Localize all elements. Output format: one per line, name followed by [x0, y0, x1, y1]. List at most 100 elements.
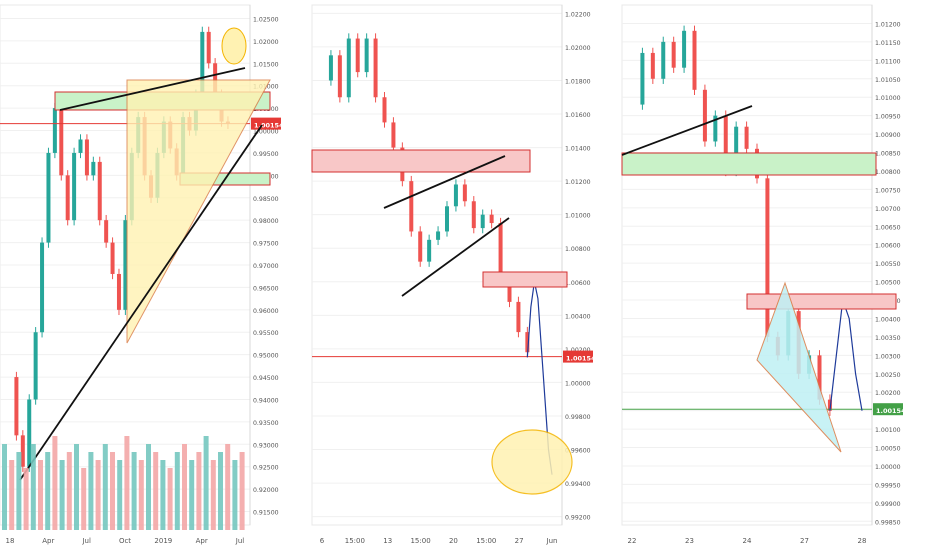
volume-bar [203, 436, 209, 530]
volume-bar [160, 460, 166, 530]
panel-3-candle-body [817, 355, 822, 400]
panel-3-y-tick-label: 1.00550 [875, 261, 901, 268]
panel-1-candle-body [91, 161, 96, 176]
panel-3-y-tick-label: 1.00100 [875, 427, 901, 434]
top-ellipse [221, 27, 247, 65]
panel-1-candle-body [84, 139, 89, 176]
trendline-3 [383, 155, 506, 209]
panel-3-y-tick-label: 1.00000 [875, 464, 901, 471]
panel-3-price-badge [873, 403, 903, 416]
panel-1-candle-body [14, 377, 19, 436]
panel-2-y-tick-label: 0.99800 [565, 414, 591, 421]
panel-2-candle-body [373, 38, 378, 98]
panel-1-y-tick-label: 1.01500 [253, 61, 279, 68]
panel-1-candle-body [206, 31, 211, 64]
panel-2-candle-body [507, 281, 512, 302]
panel-2-candle-body [471, 201, 476, 229]
panel-1-y-tick-label: 0.91500 [253, 510, 279, 517]
panel-1-candle-body [104, 220, 109, 243]
volume-bar [189, 460, 195, 530]
panel-3-y-tick-label: 1.00650 [875, 224, 901, 231]
volume-bar [167, 468, 173, 530]
panel-2-y-tick-label: 1.02000 [565, 45, 591, 52]
panel-1-candle-body [78, 139, 83, 153]
panel-2-x-tick-label: 27 [515, 537, 524, 545]
panel-1-candle-body [123, 220, 128, 310]
panel-2-x-tick-label: 6 [320, 537, 325, 545]
volume-bar [210, 460, 216, 530]
panel-1-candle-body [20, 435, 25, 467]
panel-3-y-tick-label: 1.00800 [875, 169, 901, 176]
panel-3-candle-body [650, 52, 655, 79]
volume-bar [239, 452, 245, 530]
panel-1-y-tick-label: 0.97000 [253, 263, 279, 270]
volume-bar [81, 468, 87, 530]
panel-2-y-tick-label: 1.00200 [565, 347, 591, 354]
panel-3-x-tick-label: 28 [858, 537, 867, 545]
volume-bar [138, 460, 144, 530]
panel-2-candle-body [409, 181, 414, 232]
blue-triangle [756, 281, 842, 453]
panel-2-y-tick-label: 1.01400 [565, 146, 591, 153]
volume-bar [52, 436, 58, 530]
panel-1-x-tick-label: 2019 [154, 537, 172, 545]
panel-2-candle-body [453, 184, 458, 207]
panel-3-x-tick-label: 27 [800, 537, 809, 545]
panel-1-candle-body [72, 152, 77, 221]
panel-1-candle-body [46, 152, 51, 243]
volume-bar [225, 444, 231, 530]
panel-2-candle-body [462, 184, 467, 202]
panel-2-candle-body [516, 301, 521, 333]
green-zone-3 [621, 152, 877, 176]
panel-2-candle-body [391, 122, 396, 148]
panel-1-candle-body [200, 31, 205, 95]
panel-1-candle-body [40, 242, 45, 333]
panel-2-candle-body [525, 332, 530, 353]
panel-2-x-tick-label: 20 [449, 537, 458, 545]
trendline-2 [59, 67, 246, 111]
panel-2-candle-body [436, 231, 441, 240]
panel-3-y-tick-label: 1.00350 [875, 335, 901, 342]
volume-bar [218, 452, 223, 530]
panel-3-candle-body [713, 115, 718, 142]
red-zone-1 [311, 149, 531, 173]
panel-3-y-tick-label: 0.99900 [875, 501, 901, 508]
panel-1-y-tick-label: 0.99500 [253, 151, 279, 158]
panel-2-x-tick-label: 15:00 [345, 537, 365, 545]
panel-3-x-tick-label: 24 [743, 537, 752, 545]
volume-bar [102, 444, 108, 530]
panel-1-y-tick-label: 0.97500 [253, 241, 279, 248]
panel-2-candle-body [328, 55, 333, 81]
volume-bar [196, 452, 202, 530]
target-ellipse [491, 429, 573, 495]
panel-3-y-tick-label: 1.00250 [875, 372, 901, 379]
panel-1-x-tick-label: Oct [119, 537, 131, 545]
panel-3-y-tick-label: 1.00050 [875, 446, 901, 453]
panel-1-price-badge [251, 117, 281, 130]
volume-bar [124, 436, 130, 530]
panel-3-candle-body [827, 399, 832, 411]
panel-2-y-tick-label: 0.99600 [565, 448, 591, 455]
panel-1-candle-body [97, 161, 102, 221]
volume-bar [2, 444, 7, 530]
panel-1-price-label: 1.00154 [254, 122, 284, 130]
panel-1-y-tick-label: 0.96500 [253, 285, 279, 292]
panel-1-candle-body [33, 332, 38, 400]
panel-1-candle-body [52, 108, 57, 153]
panel-1-x-tick-label: 18 [6, 537, 15, 545]
volume-bar [66, 452, 72, 530]
panel-3-candle-body [702, 89, 707, 142]
panel-1-y-tick-label: 0.92000 [253, 487, 279, 494]
panel-3-y-tick-label: 1.01150 [875, 40, 901, 47]
panel-2-candle-body [489, 214, 494, 224]
panel-3-y-tick-label: 1.00600 [875, 243, 901, 250]
panel-2-x-tick-label: 15:00 [410, 537, 430, 545]
panel-1-y-tick-label: 1.02000 [253, 39, 279, 46]
panel-1-y-tick-label: 0.94500 [253, 375, 279, 382]
panel-1-y-tick-label: 1.02500 [253, 16, 279, 23]
panel-3-y-tick-label: 1.01100 [875, 58, 901, 65]
panel-2-price-badge [563, 350, 593, 363]
panel-1-candle-body [59, 108, 64, 176]
panel-1-candle-body [65, 175, 70, 221]
trendline-5 [621, 105, 753, 156]
